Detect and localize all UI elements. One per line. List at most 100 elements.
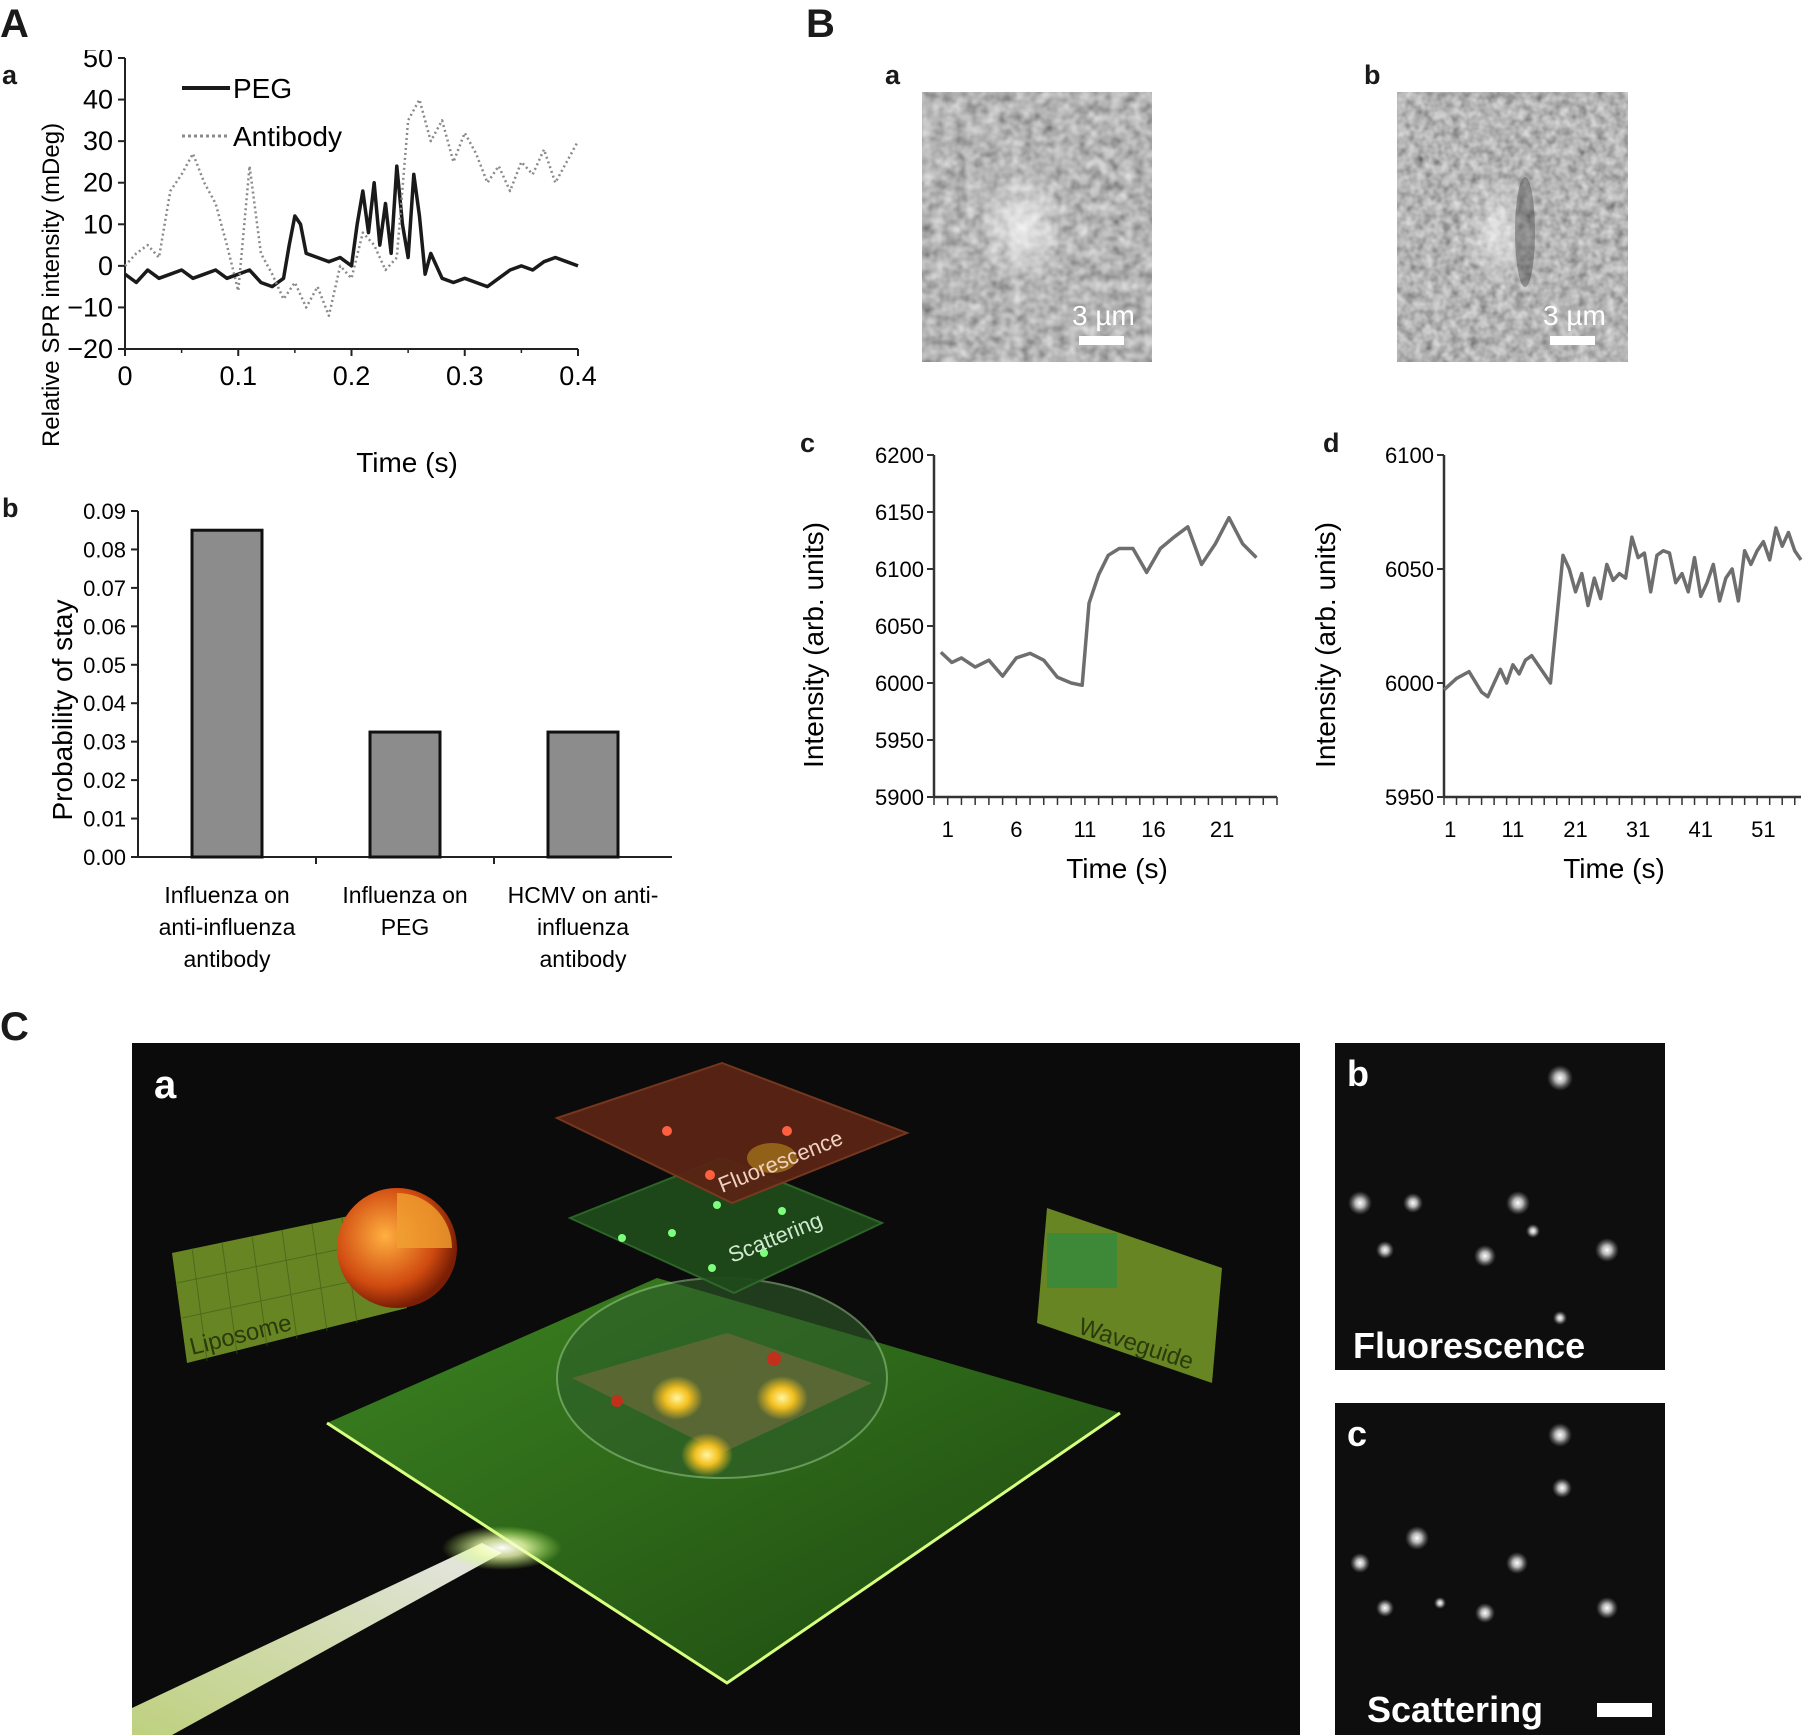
axis-title-y: Intensity (arb. units) [1310,522,1341,768]
fluorescent-spot [1552,1478,1572,1498]
bar [190,528,264,859]
x-tick-label: 0.1 [219,361,257,391]
x-tick-label: Influenza on [342,882,467,908]
x-tick-label: 0 [117,361,132,391]
panel-label-C: C [0,1005,29,1049]
legend-label-antibody: Antibody [233,121,342,152]
legend-label-peg: PEG [233,73,292,104]
x-tick-label: 0.4 [559,361,597,391]
panel-label-B: B [806,2,835,46]
y-tick-label: 0.08 [83,537,126,562]
fluorescent-spot [1547,1065,1573,1091]
scale-bar-label: 3 µm [1072,300,1135,331]
x-tick-label: 31 [1626,817,1650,842]
fluorescent-spot [1506,1552,1528,1574]
y-tick-label: 30 [83,126,113,156]
y-tick-label: 20 [83,168,113,198]
x-tick-label: 6 [1010,817,1022,842]
series-line-peg [123,164,579,289]
chart-spr-intensity: −20 −10 0 10 20 30 40 50 0 0.1 0.2 0.3 0.4 PEG Antib… [38,50,597,478]
x-tick-label: HCMV on anti- [508,882,659,908]
y-tick-label: 5950 [1385,785,1434,810]
y-tick-label: 6050 [875,614,924,639]
fluorescent-spot [1405,1526,1429,1550]
subpanel-label-Ca: a [154,1063,177,1107]
fluorescent-spot [1350,1553,1370,1573]
bar [546,730,620,859]
panel-label-A: A [0,2,29,46]
x-tick-label: antibody [184,946,271,972]
fluorescent-spot [1553,1311,1567,1325]
illustration-waveguide-setup: Scattering Fluorescence Liposome Wavegui… [132,1043,1300,1735]
fluorescent-spot [1595,1238,1619,1262]
subpanel-label-Cc: c [1347,1413,1368,1454]
x-tick-label: 1 [942,817,954,842]
y-tick-label: 40 [83,85,113,115]
y-tick-label: 0.03 [83,730,126,755]
x-tick-label: 41 [1689,817,1713,842]
x-tick-label: PEG [381,914,430,940]
y-tick-label: 0.07 [83,576,126,601]
micrograph-Bb: 3 µm [1397,92,1628,362]
axis-title-y: Probability of stay [47,600,78,821]
y-tick-label: 50 [83,50,113,73]
x-tick-label: 51 [1751,817,1775,842]
y-tick-label: 0.02 [83,768,126,793]
micrograph-Cc: c Scattering [1335,1403,1665,1735]
x-tick-label: antibody [540,946,627,972]
fluorescent-spot [1376,1241,1394,1259]
y-tick-label: 6000 [1385,671,1434,696]
subpanel-label-Ba: a [885,60,901,90]
y-tick-label: 5950 [875,728,924,753]
y-tick-label: −10 [67,292,113,322]
subpanel-label-Bd: d [1323,428,1340,458]
scale-bar [1079,336,1124,345]
micrograph-Cb: b Fluorescence [1335,1043,1665,1370]
axis-title-y: Relative SPR intensity (mDeg) [38,123,65,447]
y-tick-label: 0 [98,251,113,281]
fluorescent-spot [1434,1597,1446,1609]
bar [368,730,442,859]
subpanel-label-Aa: a [2,60,18,90]
y-tick-label: 0.06 [83,614,126,639]
x-tick-label: 0.3 [446,361,484,391]
subpanel-label-Ab: b [2,493,19,523]
axis-title-y: Intensity (arb. units) [798,522,829,768]
fluorescent-spot [1506,1191,1530,1215]
y-tick-label: 6200 [875,443,924,468]
fluorescent-spot [1403,1193,1423,1213]
y-tick-label: −20 [67,334,113,364]
x-tick-label: 16 [1141,817,1165,842]
series-line [1442,526,1803,699]
chart-probability-of-stay: 0.00 0.01 0.02 0.03 0.04 0.05 0.06 0.07 0.08 0.09… [47,499,672,972]
subpanel-label-Cb: b [1347,1053,1369,1094]
x-tick-label: 1 [1444,817,1456,842]
micrograph-label-scattering: Scattering [1367,1689,1544,1730]
y-tick-label: 5900 [875,785,924,810]
x-tick-label: 11 [1501,817,1524,842]
fluorescent-spot [1596,1597,1618,1619]
x-tick-label: influenza [537,914,629,940]
x-tick-label: anti-influenza [159,914,296,940]
y-tick-label: 0.01 [83,807,126,832]
y-tick-label: 10 [83,209,113,239]
subpanel-label-Bc: c [800,428,816,458]
axis-title-x: Time (s) [1563,853,1665,884]
micrograph-label-fluorescence: Fluorescence [1353,1325,1586,1366]
axis-title-x: Time (s) [1066,853,1168,884]
micrograph-Ba: 3 µm [922,92,1152,362]
fluorescent-spot [1475,1603,1495,1623]
y-tick-label: 6000 [875,671,924,696]
series-line [939,515,1258,688]
fluorescent-spot [1526,1224,1540,1238]
y-tick-label: 0.05 [83,653,126,678]
y-tick-label: 6050 [1385,557,1434,582]
y-tick-label: 6100 [875,557,924,582]
x-tick-label: 21 [1210,817,1234,842]
y-tick-label: 0.00 [83,845,126,870]
fluorescent-spot [1474,1245,1496,1267]
fluorescent-spot [1548,1423,1572,1447]
x-tick-label: 21 [1563,817,1587,842]
